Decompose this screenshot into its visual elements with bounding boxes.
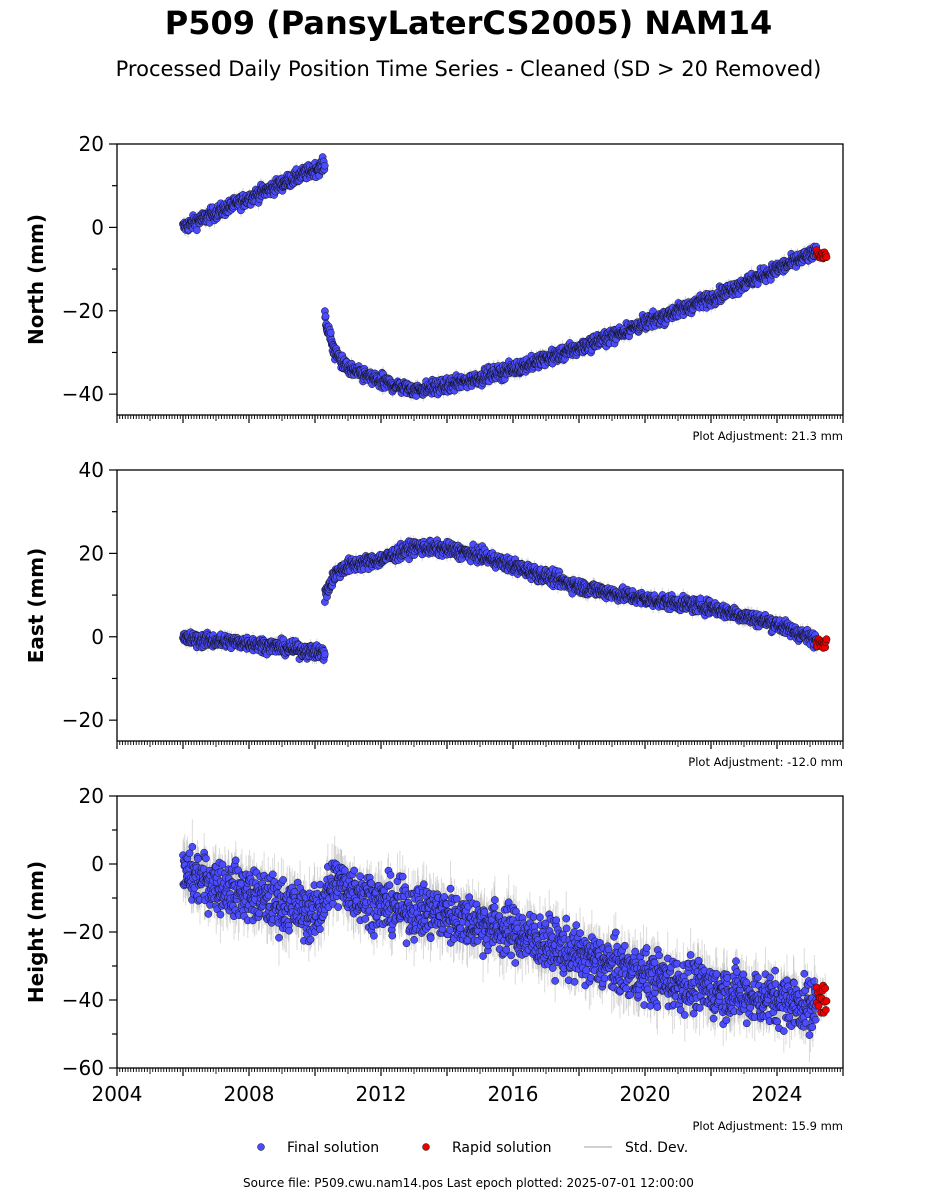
north-plot-area — [179, 153, 831, 402]
north-y-tick-label: −40 — [62, 382, 104, 406]
north-rapid-point — [822, 253, 831, 262]
north-y-tick-label: 0 — [91, 215, 104, 239]
north-panel: 20 0 −20 −40 North (mm) Plot Adjustment: 21.3… — [24, 132, 844, 443]
north-plot-adjustment: Plot Adjustment: 21.3 mm — [692, 429, 843, 443]
east-final-point — [320, 650, 329, 659]
east-plot-area — [179, 534, 831, 666]
north-final-point — [320, 161, 329, 170]
north-y-tick-label: 20 — [79, 132, 104, 156]
chart-title: P509 (PansyLaterCS2005) NAM14 — [164, 4, 773, 42]
north-y-axis-label: North (mm) — [24, 214, 48, 345]
north-final-point — [321, 312, 330, 321]
north-final-point — [193, 226, 201, 235]
chart-subtitle: Processed Daily Position Time Series - C… — [115, 57, 822, 81]
north-final-point — [326, 328, 335, 337]
north-y-tick-label: −20 — [62, 299, 104, 323]
